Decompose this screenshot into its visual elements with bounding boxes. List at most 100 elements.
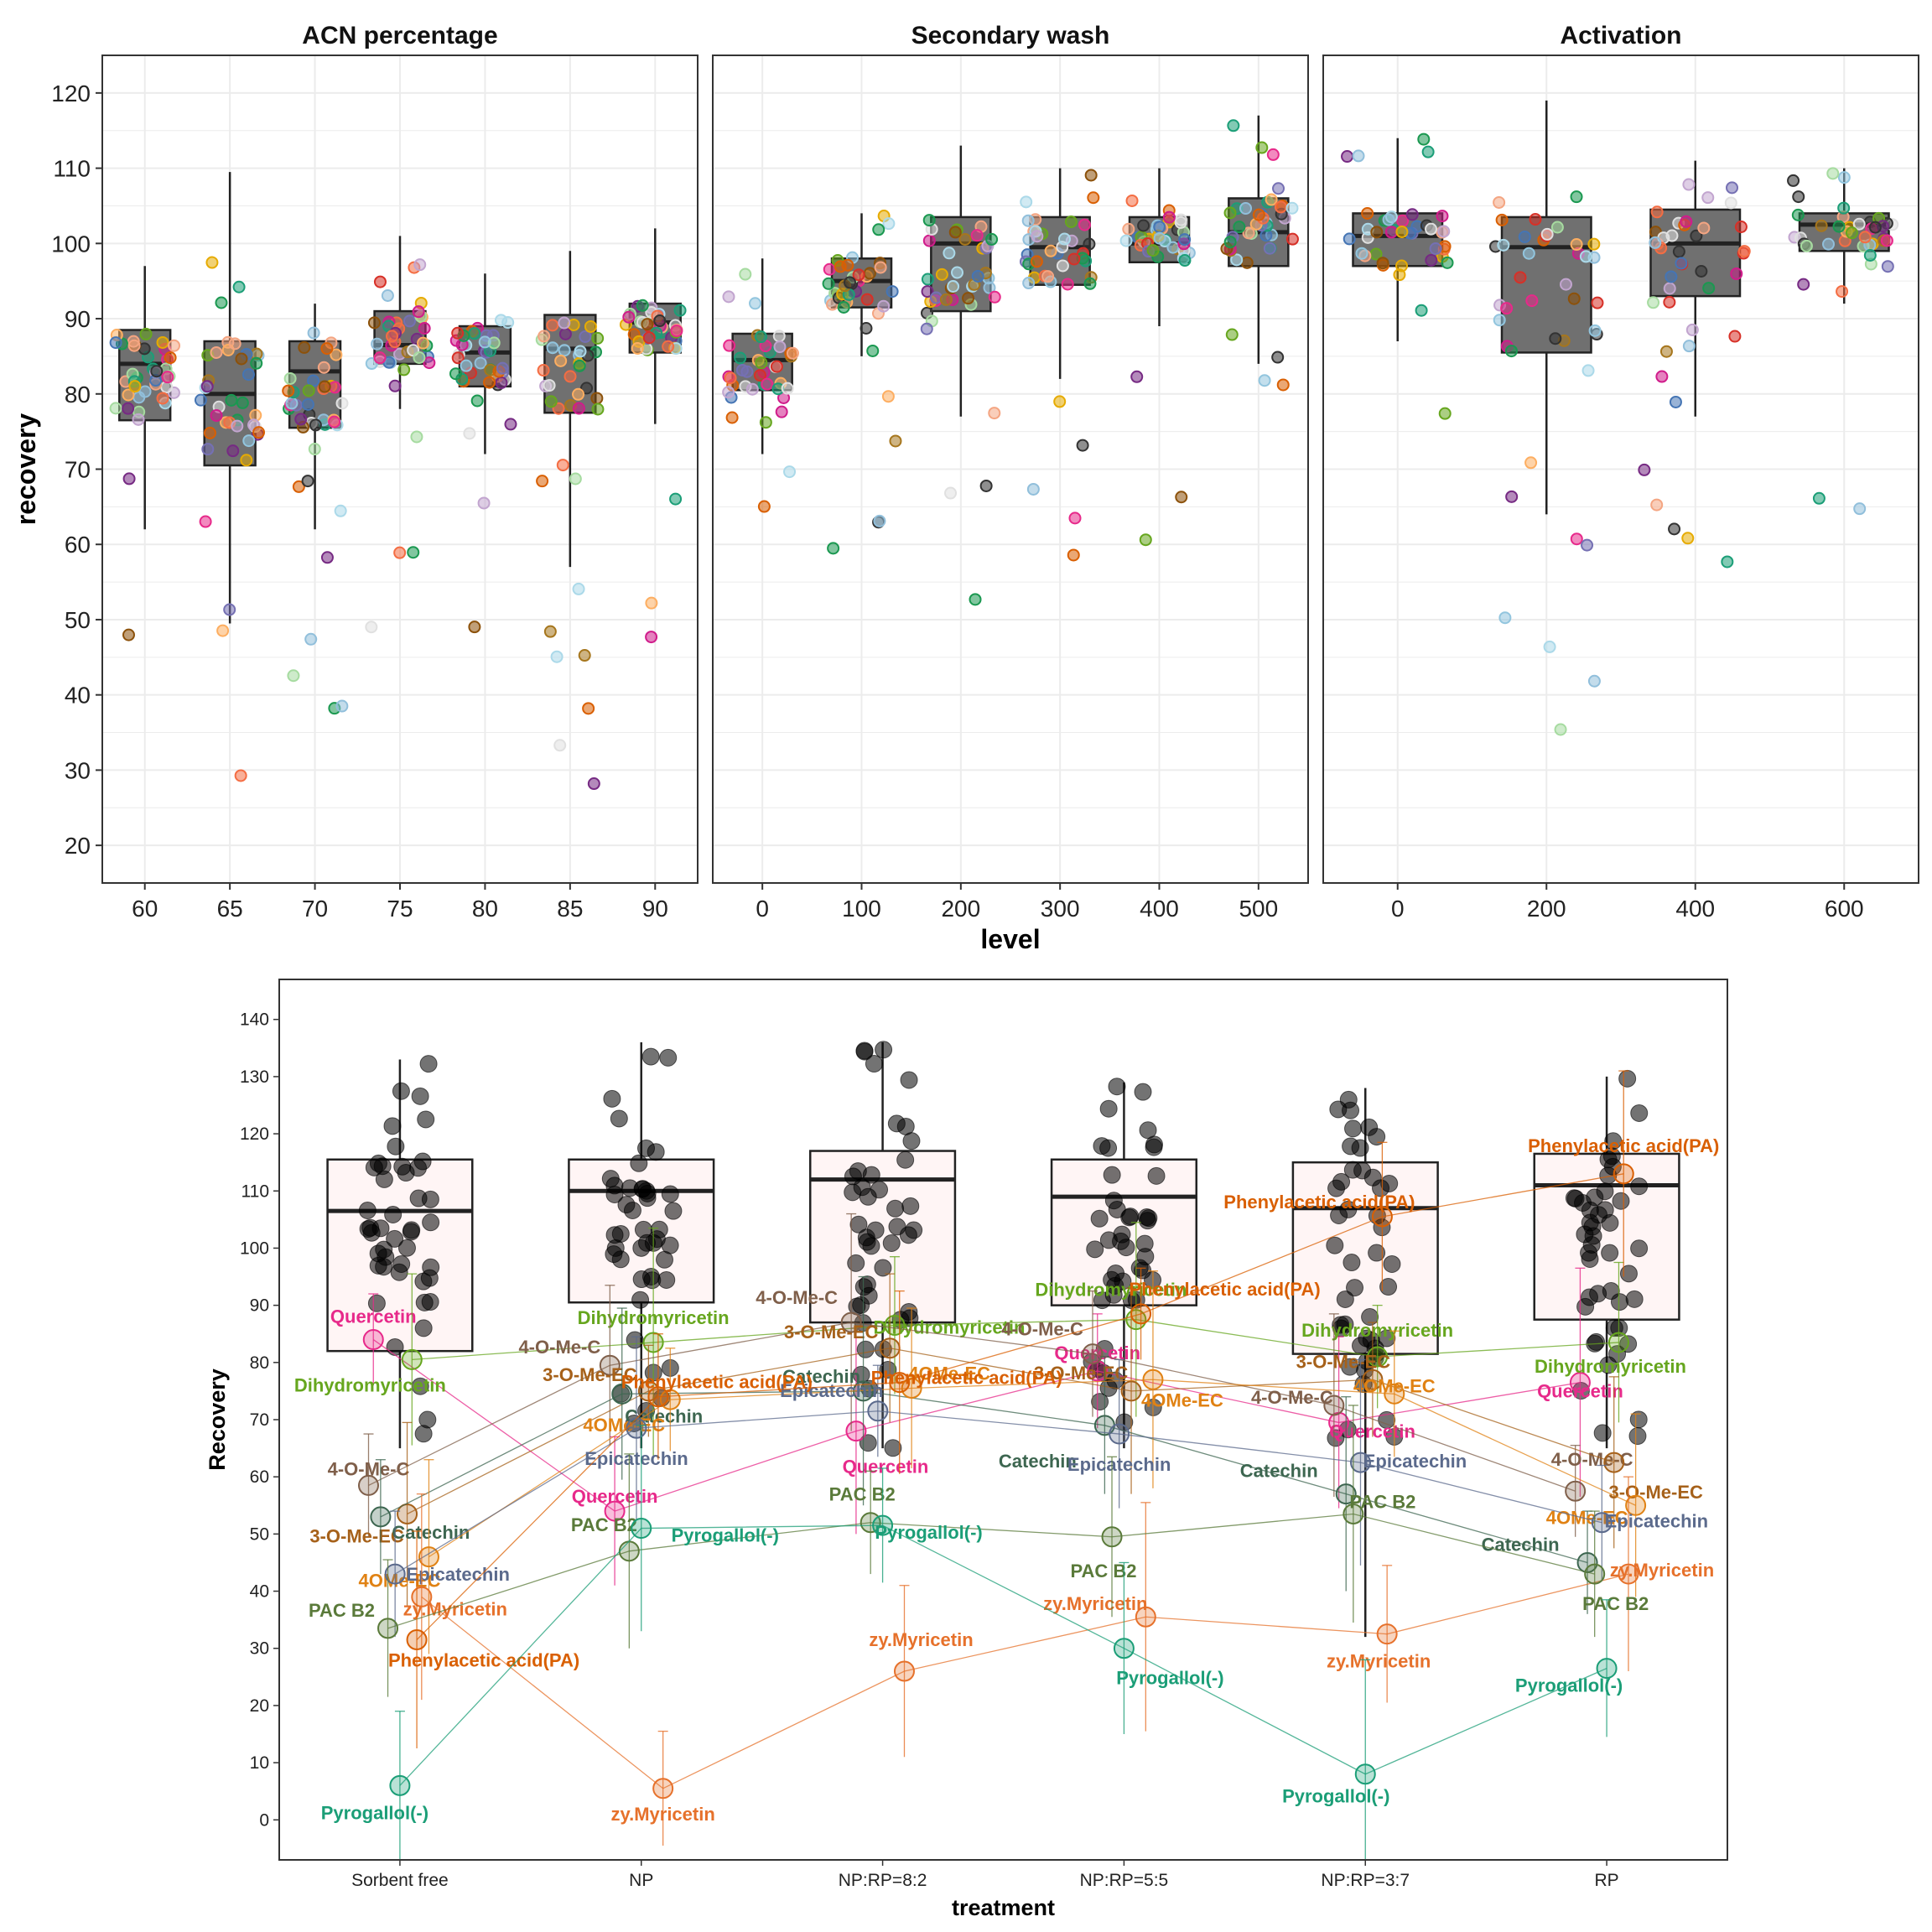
data-point — [856, 1340, 875, 1358]
data-point — [414, 1319, 433, 1337]
point-label: 3-O-Me-EC — [784, 1322, 879, 1343]
data-point — [1682, 178, 1696, 191]
series-point — [418, 1546, 439, 1568]
data-point — [413, 1152, 432, 1171]
data-point — [367, 1294, 386, 1312]
data-point — [873, 514, 886, 527]
data-point — [1587, 674, 1601, 688]
data-point — [210, 409, 223, 423]
data-point — [474, 356, 487, 370]
data-point — [1044, 244, 1057, 257]
point-label: Catechin — [1482, 1534, 1560, 1555]
data-point — [853, 1178, 871, 1197]
data-point — [900, 1071, 918, 1089]
series-group: PAC B2 PAC B2 PAC B2 PAC B2 PAC B2 PAC B2 — [309, 1405, 1649, 1697]
data-point — [420, 1269, 439, 1287]
data-point — [1543, 640, 1556, 653]
data-point — [287, 669, 300, 683]
data-point — [1061, 278, 1074, 291]
series-point — [652, 1778, 674, 1800]
data-point — [773, 340, 787, 354]
series-point — [384, 1563, 406, 1585]
data-point — [621, 1179, 639, 1197]
series-point — [1584, 1563, 1606, 1585]
data-point — [637, 1401, 656, 1420]
data-point — [1265, 193, 1278, 206]
data-point — [1525, 294, 1539, 308]
x-tick-label: 85 — [557, 896, 583, 922]
data-point — [413, 351, 426, 364]
data-point — [572, 402, 585, 415]
x-tick-label: Sorbent free — [351, 1871, 449, 1890]
x-tick-label: NP:RP=3:7 — [1321, 1871, 1410, 1890]
data-point — [944, 486, 958, 500]
data-point — [226, 444, 240, 458]
data-point — [1175, 491, 1188, 504]
point-label: Quercetin — [572, 1486, 658, 1507]
data-point — [1493, 195, 1506, 209]
data-point — [1649, 236, 1662, 249]
data-point — [1554, 723, 1567, 736]
data-point — [1140, 1209, 1158, 1228]
data-point — [1352, 149, 1365, 163]
data-point — [285, 397, 299, 410]
facet-panel: Secondary wash 0 100 200 300 400 500 — [712, 22, 1309, 922]
point-label: Pyrogallol(-) — [1116, 1668, 1223, 1689]
series-point — [401, 1348, 423, 1370]
data-point — [1137, 219, 1150, 232]
data-point — [783, 465, 797, 479]
data-point — [132, 413, 145, 426]
data-point — [1550, 221, 1564, 234]
data-point — [1174, 216, 1187, 229]
data-point — [1571, 1382, 1590, 1400]
y-tick-label: 80 — [65, 382, 91, 408]
data-point — [415, 1293, 434, 1311]
series-point — [1596, 1658, 1618, 1680]
data-point — [901, 1197, 920, 1215]
data-point — [611, 1250, 630, 1269]
data-point — [564, 370, 577, 383]
data-point — [1868, 221, 1882, 234]
data-point — [250, 356, 263, 370]
point-label: 3-O-Me-EC — [1034, 1363, 1129, 1384]
data-point — [231, 419, 244, 433]
data-point — [1610, 1293, 1628, 1311]
data-point — [1581, 1249, 1599, 1268]
data-point — [970, 229, 984, 242]
data-point — [1619, 1265, 1638, 1283]
data-point — [1139, 1121, 1157, 1140]
data-point — [1659, 345, 1673, 358]
data-point — [410, 430, 423, 444]
data-point — [1591, 296, 1604, 309]
data-point — [1091, 1393, 1109, 1411]
data-point — [496, 361, 509, 375]
data-point — [591, 402, 605, 416]
data-point — [417, 1110, 435, 1129]
box-group — [808, 1041, 957, 1457]
data-point — [1084, 169, 1098, 182]
data-point — [308, 443, 321, 456]
data-point — [922, 214, 936, 227]
data-point — [292, 480, 305, 493]
series-line — [399, 1524, 1607, 1786]
data-point — [1822, 237, 1836, 251]
data-point — [1341, 150, 1354, 164]
data-point — [1518, 230, 1531, 243]
data-point — [215, 296, 228, 309]
data-point — [1836, 285, 1849, 299]
data-point — [1130, 370, 1144, 383]
data-point — [1438, 407, 1452, 420]
data-point — [417, 336, 430, 350]
data-point — [1425, 253, 1438, 267]
data-point — [328, 381, 341, 394]
series-point — [397, 1504, 418, 1524]
data-point — [1225, 328, 1239, 341]
data-point — [1701, 191, 1715, 205]
data-point — [603, 1089, 621, 1108]
data-point — [156, 335, 169, 349]
data-point — [1837, 171, 1851, 184]
data-point — [1162, 210, 1176, 224]
data-point — [164, 351, 177, 365]
data-point — [1344, 1119, 1363, 1138]
data-point — [1421, 145, 1435, 158]
